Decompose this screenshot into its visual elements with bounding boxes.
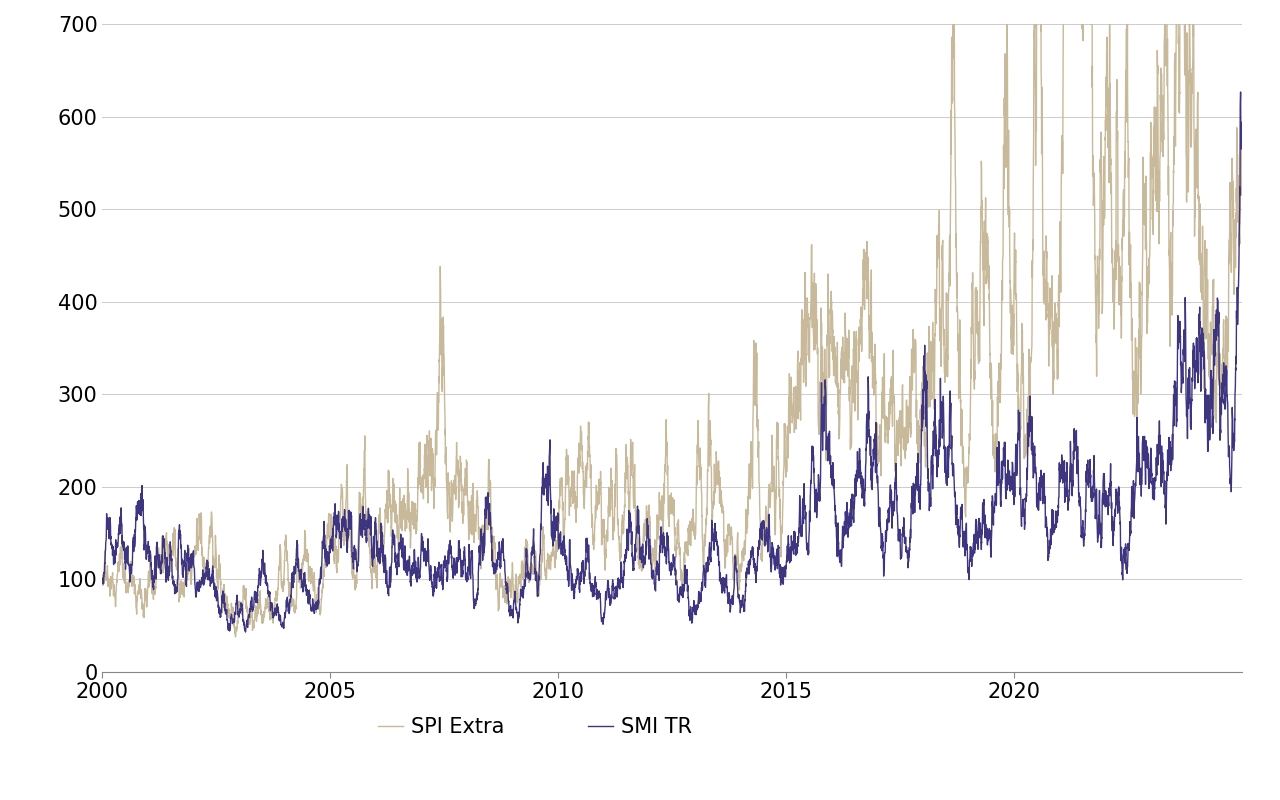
Line: SPI Extra: SPI Extra	[102, 0, 1242, 637]
Line: SMI TR: SMI TR	[102, 92, 1242, 632]
Legend: SPI Extra, SMI TR: SPI Extra, SMI TR	[370, 709, 701, 746]
